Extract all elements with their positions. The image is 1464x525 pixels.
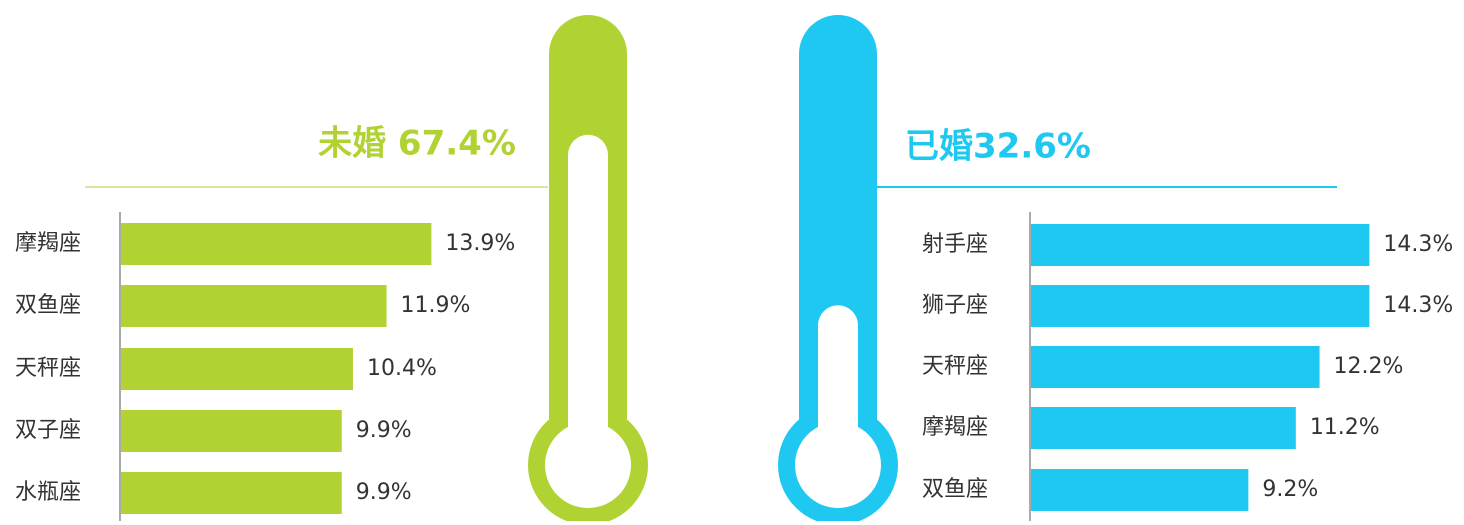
category-label: 天秤座	[922, 354, 988, 379]
category-label: 狮子座	[922, 293, 988, 318]
bar	[121, 223, 432, 265]
thermometer-level	[568, 134, 608, 466]
value-label: 14.3%	[1383, 293, 1453, 318]
category-label: 双鱼座	[922, 477, 988, 502]
bar	[121, 472, 342, 514]
category-label: 天秤座	[15, 356, 81, 381]
chart-title: 已婚32.6%	[905, 127, 1091, 167]
category-label: 双子座	[15, 418, 81, 443]
bar	[1031, 285, 1370, 327]
bar	[121, 285, 387, 327]
bar	[121, 410, 342, 452]
value-label: 13.9%	[445, 231, 515, 256]
value-label: 9.9%	[356, 480, 412, 505]
value-label: 12.2%	[1334, 354, 1404, 379]
category-label: 摩羯座	[922, 415, 988, 440]
category-label: 双鱼座	[15, 293, 81, 318]
category-label: 射手座	[922, 232, 988, 257]
chart-title: 未婚 67.4%	[318, 124, 516, 164]
value-label: 11.9%	[401, 293, 471, 318]
bar	[121, 348, 353, 390]
bar	[1031, 224, 1370, 266]
bar	[1031, 469, 1249, 511]
bar	[1031, 346, 1320, 388]
value-label: 9.2%	[1262, 477, 1318, 502]
thermometer-level	[818, 305, 858, 465]
value-label: 11.2%	[1310, 415, 1380, 440]
category-label: 摩羯座	[15, 231, 81, 256]
bar	[1031, 407, 1296, 449]
value-label: 9.9%	[356, 418, 412, 443]
value-label: 14.3%	[1383, 232, 1453, 257]
value-label: 10.4%	[367, 356, 437, 381]
category-label: 水瓶座	[15, 480, 81, 505]
